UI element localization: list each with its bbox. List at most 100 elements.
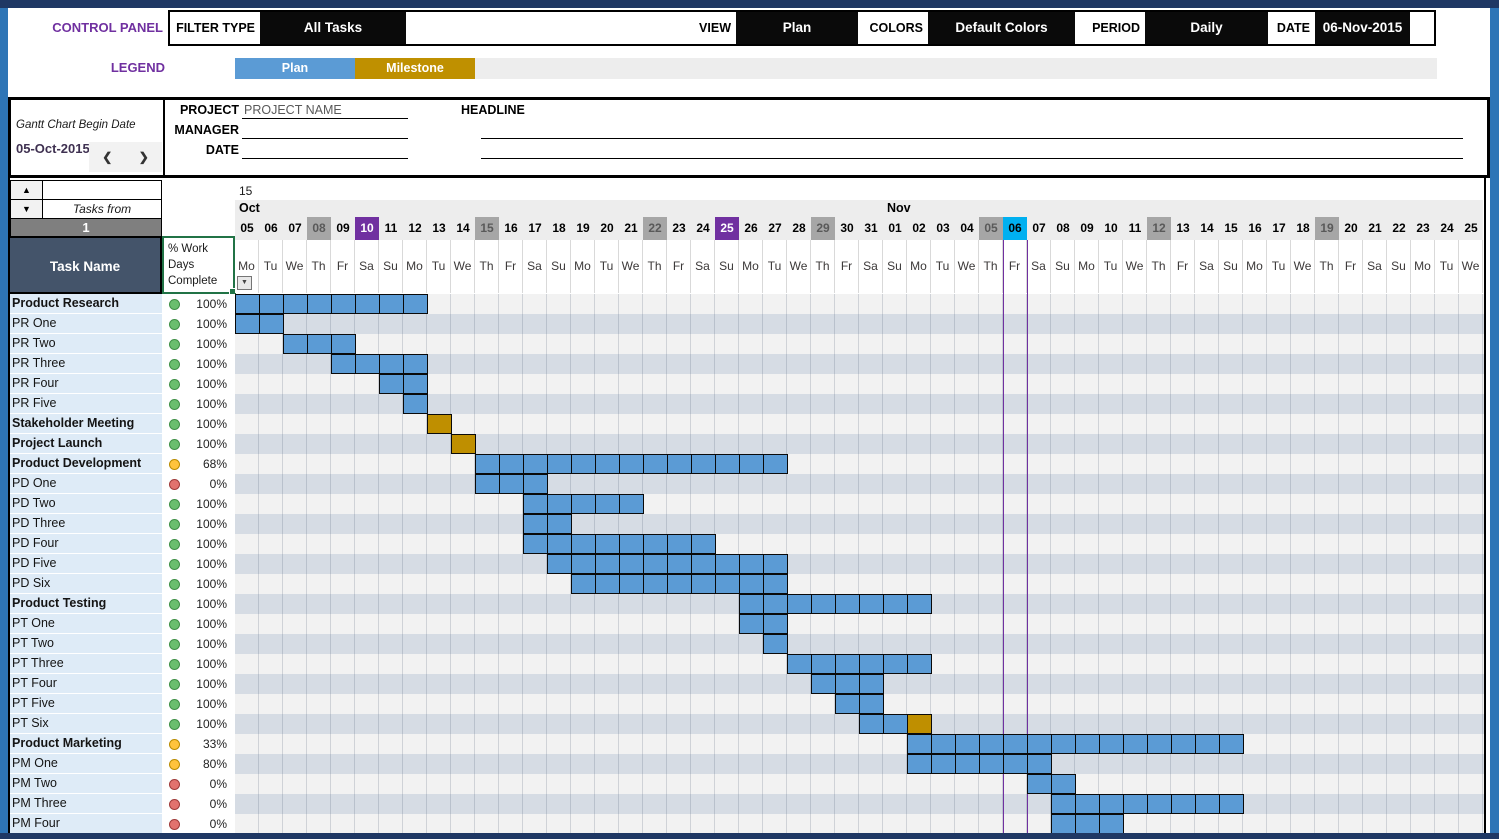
gantt-bar-plan[interactable]: [1051, 814, 1124, 834]
gantt-begin-date-value[interactable]: 05-Oct-2015: [16, 141, 90, 156]
pct-complete-cell[interactable]: 100%: [162, 374, 235, 394]
day-number-cell[interactable]: 05: [979, 217, 1003, 240]
day-number-cell[interactable]: 20: [600, 221, 614, 235]
day-number-cell[interactable]: 10: [1104, 221, 1118, 235]
day-name-cell[interactable]: We: [1123, 240, 1147, 293]
day-name-cell[interactable]: Sa: [1195, 240, 1219, 293]
filter-type-value-button[interactable]: All Tasks: [260, 12, 406, 44]
pct-complete-cell[interactable]: 100%: [162, 494, 235, 514]
day-number-cell[interactable]: 16: [1248, 221, 1262, 235]
day-name-cell[interactable]: Mo: [1243, 240, 1267, 293]
day-number-cell[interactable]: 19: [1315, 217, 1339, 240]
day-name-cell[interactable]: Tu: [1099, 240, 1123, 293]
day-name-cell[interactable]: Th: [1315, 240, 1339, 293]
pct-complete-cell[interactable]: 100%: [162, 594, 235, 614]
filter-dropdown-button[interactable]: ▼: [237, 276, 252, 290]
pct-complete-cell[interactable]: 33%: [162, 734, 235, 754]
tasks-from-value[interactable]: 1: [11, 219, 161, 237]
scroll-up-button[interactable]: ▲: [11, 181, 43, 199]
day-number-cell[interactable]: 06: [1003, 217, 1027, 240]
gantt-row-track[interactable]: [235, 414, 1484, 434]
pct-complete-cell[interactable]: 100%: [162, 354, 235, 374]
day-number-cell[interactable]: 02: [912, 221, 926, 235]
day-name-cell[interactable]: Fr: [835, 240, 859, 293]
pct-complete-cell[interactable]: 100%: [162, 434, 235, 454]
gantt-row-track[interactable]: [235, 494, 1484, 514]
day-name-cell[interactable]: We: [1291, 240, 1315, 293]
week-number-cell[interactable]: 15: [239, 184, 253, 198]
day-name-cell[interactable]: Tu: [259, 240, 283, 293]
gantt-row-track[interactable]: [235, 574, 1484, 594]
task-name-cell[interactable]: PD Three: [8, 514, 162, 534]
day-name-cell[interactable]: Sa: [355, 240, 379, 293]
task-name-cell[interactable]: PD One: [8, 474, 162, 494]
date-value-button[interactable]: 06-Nov-2015: [1315, 12, 1410, 44]
task-name-cell[interactable]: PT Five: [8, 694, 162, 714]
day-name-cell[interactable]: Sa: [1027, 240, 1051, 293]
gantt-bar-plan[interactable]: [331, 354, 428, 374]
pct-complete-cell[interactable]: 100%: [162, 334, 235, 354]
day-name-cell[interactable]: Tu: [763, 240, 787, 293]
gantt-row-track[interactable]: [235, 354, 1484, 374]
day-number-cell[interactable]: 07: [288, 221, 302, 235]
colors-value-button[interactable]: Default Colors: [928, 12, 1075, 44]
pct-complete-cell[interactable]: 0%: [162, 774, 235, 794]
gantt-row-track[interactable]: [235, 374, 1484, 394]
task-name-cell[interactable]: PD Two: [8, 494, 162, 514]
pct-complete-cell[interactable]: 68%: [162, 454, 235, 474]
day-name-cell[interactable]: Th: [811, 240, 835, 293]
gantt-bar-plan[interactable]: [523, 494, 644, 514]
day-name-cell[interactable]: Fr: [331, 240, 355, 293]
day-name-cell[interactable]: Sa: [859, 240, 883, 293]
gantt-row-track[interactable]: [235, 534, 1484, 554]
gantt-row-track[interactable]: [235, 394, 1484, 414]
task-name-cell[interactable]: PD Five: [8, 554, 162, 574]
day-number-cell[interactable]: 23: [672, 221, 686, 235]
task-name-cell[interactable]: PM Two: [8, 774, 162, 794]
pct-complete-cell[interactable]: 100%: [162, 314, 235, 334]
day-number-cell[interactable]: 03: [936, 221, 950, 235]
day-name-cell[interactable]: Mo: [739, 240, 763, 293]
gantt-bar-plan[interactable]: [379, 374, 428, 394]
manager-field[interactable]: [242, 122, 408, 139]
gantt-row-track[interactable]: [235, 774, 1484, 794]
day-name-cell[interactable]: Sa: [523, 240, 547, 293]
gantt-bar-plan[interactable]: [571, 574, 788, 594]
project-name-field[interactable]: PROJECT NAME: [242, 102, 408, 119]
pct-complete-cell[interactable]: 100%: [162, 674, 235, 694]
day-name-cell[interactable]: Fr: [1171, 240, 1195, 293]
gantt-bar-plan[interactable]: [859, 714, 908, 734]
gantt-row-track[interactable]: [235, 554, 1484, 574]
gantt-bar-plan[interactable]: [475, 474, 548, 494]
task-name-cell[interactable]: Product Testing: [8, 594, 162, 614]
day-number-cell[interactable]: 27: [768, 221, 782, 235]
pct-complete-cell[interactable]: 100%: [162, 294, 235, 314]
task-name-cell[interactable]: PR Three: [8, 354, 162, 374]
view-value-button[interactable]: Plan: [736, 12, 858, 44]
day-name-cell[interactable]: Th: [1147, 240, 1171, 293]
project-date-field[interactable]: [242, 142, 408, 159]
gantt-bar-plan[interactable]: [907, 754, 1052, 774]
day-name-cell[interactable]: Su: [379, 240, 403, 293]
gantt-row-track[interactable]: [235, 754, 1484, 774]
gantt-bar-plan[interactable]: [235, 294, 428, 314]
day-number-cell[interactable]: 13: [1176, 221, 1190, 235]
gantt-row-track[interactable]: [235, 674, 1484, 694]
day-name-cell[interactable]: Sa: [1363, 240, 1387, 293]
day-name-cell[interactable]: Su: [883, 240, 907, 293]
day-name-cell[interactable]: Th: [979, 240, 1003, 293]
day-number-cell[interactable]: 11: [384, 221, 398, 235]
day-number-cell[interactable]: 11: [1128, 221, 1142, 235]
day-name-cell[interactable]: We: [451, 240, 475, 293]
gantt-bar-plan[interactable]: [907, 734, 1244, 754]
task-name-cell[interactable]: PR One: [8, 314, 162, 334]
day-name-cell[interactable]: We: [787, 240, 811, 293]
pct-complete-cell[interactable]: 100%: [162, 414, 235, 434]
day-number-cell[interactable]: 06: [264, 221, 278, 235]
pct-complete-cell[interactable]: 0%: [162, 794, 235, 814]
day-number-cell[interactable]: 14: [456, 221, 470, 235]
day-name-cell[interactable]: Fr: [1339, 240, 1363, 293]
gantt-row-track[interactable]: [235, 814, 1484, 834]
day-number-cell[interactable]: 21: [624, 221, 638, 235]
day-name-cell[interactable]: Tu: [427, 240, 451, 293]
